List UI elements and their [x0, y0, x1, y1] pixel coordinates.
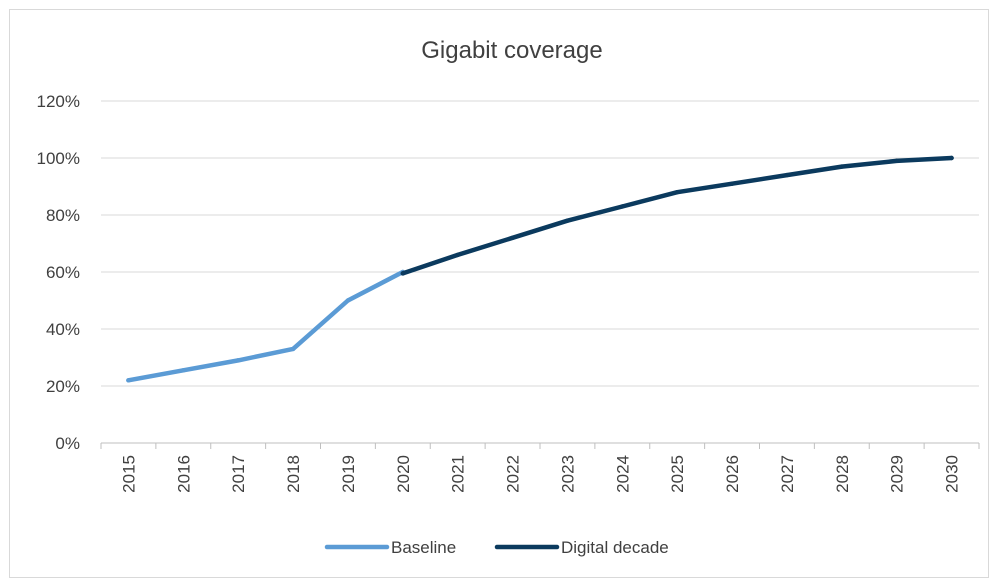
x-tick-label: 2021 — [449, 455, 468, 493]
x-tick-label: 2025 — [668, 455, 687, 493]
y-tick-label: 0% — [55, 434, 80, 453]
data-point — [400, 271, 406, 276]
series-line-1 — [400, 155, 954, 276]
y-tick-label: 60% — [46, 263, 80, 282]
y-tick-label: 80% — [46, 206, 80, 225]
data-point — [126, 378, 131, 383]
data-point — [290, 346, 296, 352]
x-tick-label: 2018 — [284, 455, 303, 493]
x-tick-label: 2028 — [833, 455, 852, 493]
y-tick-label: 120% — [37, 92, 80, 111]
data-point — [729, 181, 735, 186]
y-tick-label: 40% — [46, 320, 80, 339]
chart-frame — [9, 9, 989, 578]
series-lines — [126, 155, 954, 383]
data-point — [949, 155, 954, 161]
x-tick-label: 2015 — [119, 455, 138, 493]
axes: 0% 20% 40% 60% 80% 100% 120% 2015 2016 2017 2018 20… — [37, 92, 980, 493]
data-point — [181, 368, 186, 373]
y-tick-label: 20% — [46, 377, 80, 396]
gridlines — [101, 100, 979, 387]
legend-label: Digital decade — [561, 538, 669, 557]
x-tick-label: 2026 — [723, 455, 742, 493]
x-tick-label: 2030 — [943, 455, 962, 493]
data-point — [620, 204, 625, 209]
data-point — [455, 252, 460, 258]
chart-title: Gigabit coverage — [421, 37, 602, 64]
x-tick-label: 2017 — [229, 455, 248, 493]
data-point — [235, 358, 241, 363]
data-point — [674, 190, 680, 195]
x-tick-label: 2029 — [888, 455, 907, 493]
data-point — [784, 172, 790, 178]
legend-label: Baseline — [391, 538, 456, 557]
data-point — [345, 298, 351, 303]
x-tick-label: 2022 — [504, 455, 523, 493]
x-tick-label: 2027 — [778, 455, 797, 493]
data-point — [510, 235, 515, 240]
data-point — [839, 164, 845, 169]
x-tick-label: 2024 — [613, 455, 632, 493]
data-point — [894, 158, 899, 164]
x-tick-label: 2016 — [174, 455, 193, 493]
x-tick-label: 2019 — [339, 455, 358, 493]
data-point — [565, 218, 570, 223]
x-tick-label: 2020 — [394, 455, 413, 493]
x-tick-label: 2023 — [558, 455, 577, 493]
legend: Baseline Digital decade — [324, 538, 669, 557]
series-line-0 — [126, 269, 406, 383]
y-tick-label: 100% — [37, 149, 80, 168]
